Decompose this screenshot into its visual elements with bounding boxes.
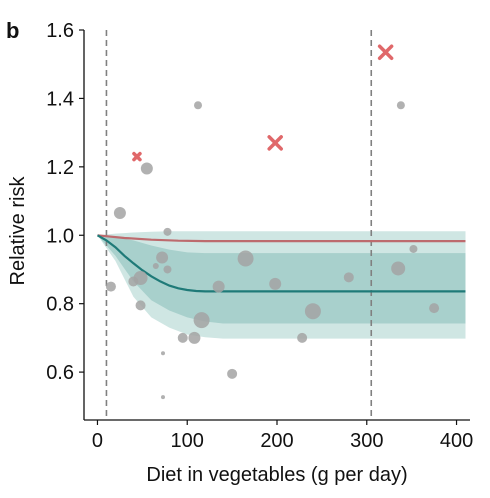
data-point-8	[160, 351, 165, 356]
data-point-7	[156, 251, 169, 264]
x-tick-label: 400	[440, 430, 473, 452]
data-point-18	[237, 250, 254, 267]
ticks: 0 100 200 300 400 0.6 0.8 1.0 1.2 1.4 1.6	[46, 20, 473, 452]
y-tick-label: 0.6	[46, 362, 74, 384]
data-point-17	[227, 368, 238, 379]
reference-vlines	[105, 30, 373, 420]
data-point-25	[409, 244, 418, 253]
outlier-marker-2	[377, 44, 394, 60]
data-point-12	[177, 332, 188, 343]
fitted-curve	[96, 234, 466, 293]
data-point-20	[297, 332, 308, 343]
x-axis-title: Diet in vegetables (g per day)	[146, 464, 407, 486]
ci-band-inner	[97, 235, 466, 324]
x-tick-label: 0	[92, 430, 103, 452]
outlier-stroke	[267, 135, 283, 151]
confidence-bands	[97, 231, 466, 339]
data-point-22	[343, 272, 354, 283]
data-point-13	[188, 331, 201, 344]
data-point-10	[163, 265, 172, 274]
data-point-6	[152, 263, 159, 270]
data-point-11	[163, 227, 172, 236]
panel-label: b	[6, 18, 19, 43]
outlier-marker-0	[132, 151, 142, 162]
x-tick-label: 300	[350, 430, 383, 452]
data-point-19	[269, 277, 282, 290]
outlier-stroke	[377, 44, 394, 60]
data-point-16	[212, 280, 225, 293]
reference-curve	[97, 234, 466, 243]
y-tick-label: 1.4	[46, 88, 74, 110]
data-point-9	[160, 395, 165, 400]
data-point-0	[105, 281, 116, 292]
x-tick-label: 100	[171, 430, 204, 452]
outlier-stroke	[132, 151, 142, 162]
y-axis-title: Relative risk	[7, 176, 29, 286]
y-tick-label: 1.0	[46, 225, 74, 247]
y-tick-label: 1.6	[46, 20, 74, 42]
y-tick-label: 0.8	[46, 294, 74, 316]
data-point-4	[135, 300, 146, 311]
axes	[83, 30, 470, 421]
curves	[96, 234, 466, 293]
y-tick-label: 1.2	[46, 157, 74, 179]
data-point-5	[140, 162, 153, 175]
data-point-21	[304, 303, 321, 320]
data-point-3	[133, 271, 148, 286]
data-points	[105, 44, 440, 400]
outlier-marker-1	[267, 135, 283, 151]
data-point-14	[194, 101, 203, 110]
data-point-23	[391, 261, 406, 276]
data-point-24	[396, 101, 405, 110]
x-tick-label: 200	[260, 430, 293, 452]
data-point-1	[113, 207, 126, 220]
data-point-26	[429, 303, 440, 314]
data-point-15	[193, 312, 210, 329]
